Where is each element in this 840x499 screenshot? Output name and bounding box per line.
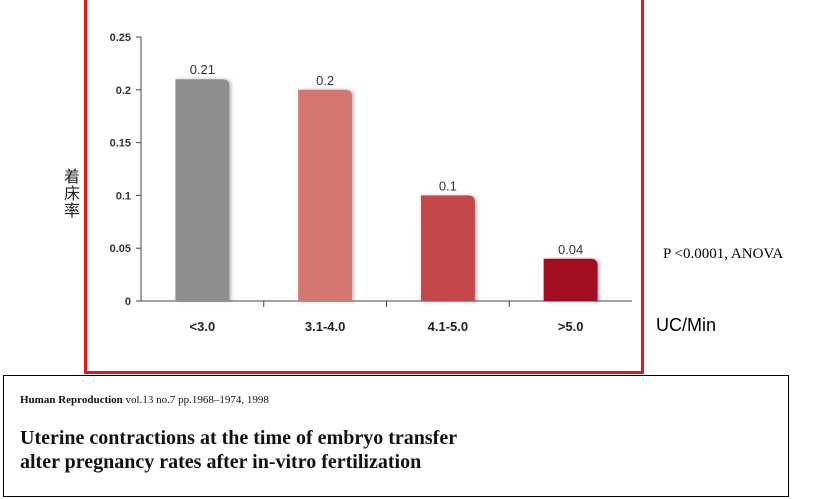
y-tick-label: 0 [125,296,131,308]
bar [298,89,353,301]
y-tick-label: 0.1 [116,190,131,202]
citation-box: Human Reproduction vol.13 no.7 pp.1968–1… [3,375,789,497]
journal-details: vol.13 no.7 pp.1968–1974, 1998 [122,394,269,406]
journal-name: Human Reproduction [20,394,123,406]
bar-value-label: 0.04 [558,242,583,257]
x-tick-label: >5.0 [558,319,584,334]
bar [543,258,598,301]
chart-frame [84,0,644,374]
bar [420,195,475,301]
bar-value-label: 0.2 [316,73,334,88]
bar-value-label: 0.1 [439,178,457,193]
bar-value-label: 0.21 [190,62,215,77]
paper-title-line-1: Uterine contractions at the time of embr… [20,427,458,449]
y-tick-label: 0.05 [110,243,131,255]
x-axis-label: UC/Min [656,315,717,335]
journal-reference: Human Reproduction vol.13 no.7 pp.1968–1… [20,394,269,406]
x-tick-label: 3.1-4.0 [305,319,345,334]
y-tick-label: 0.15 [110,138,131,150]
y-tick-label: 0.2 [116,85,131,97]
p-value-annotation: P <0.0001, ANOVA [663,246,784,262]
paper-title-line-2: alter pregnancy rates after in-vitro fer… [20,451,422,473]
y-tick-label: 0.25 [110,32,131,44]
y-axis-label: 着床率 [61,168,80,219]
x-tick-label: <3.0 [190,319,216,334]
paper-title: Uterine contractions at the time of embr… [20,426,660,474]
bar [175,79,230,302]
x-tick-label: 4.1-5.0 [428,319,468,334]
